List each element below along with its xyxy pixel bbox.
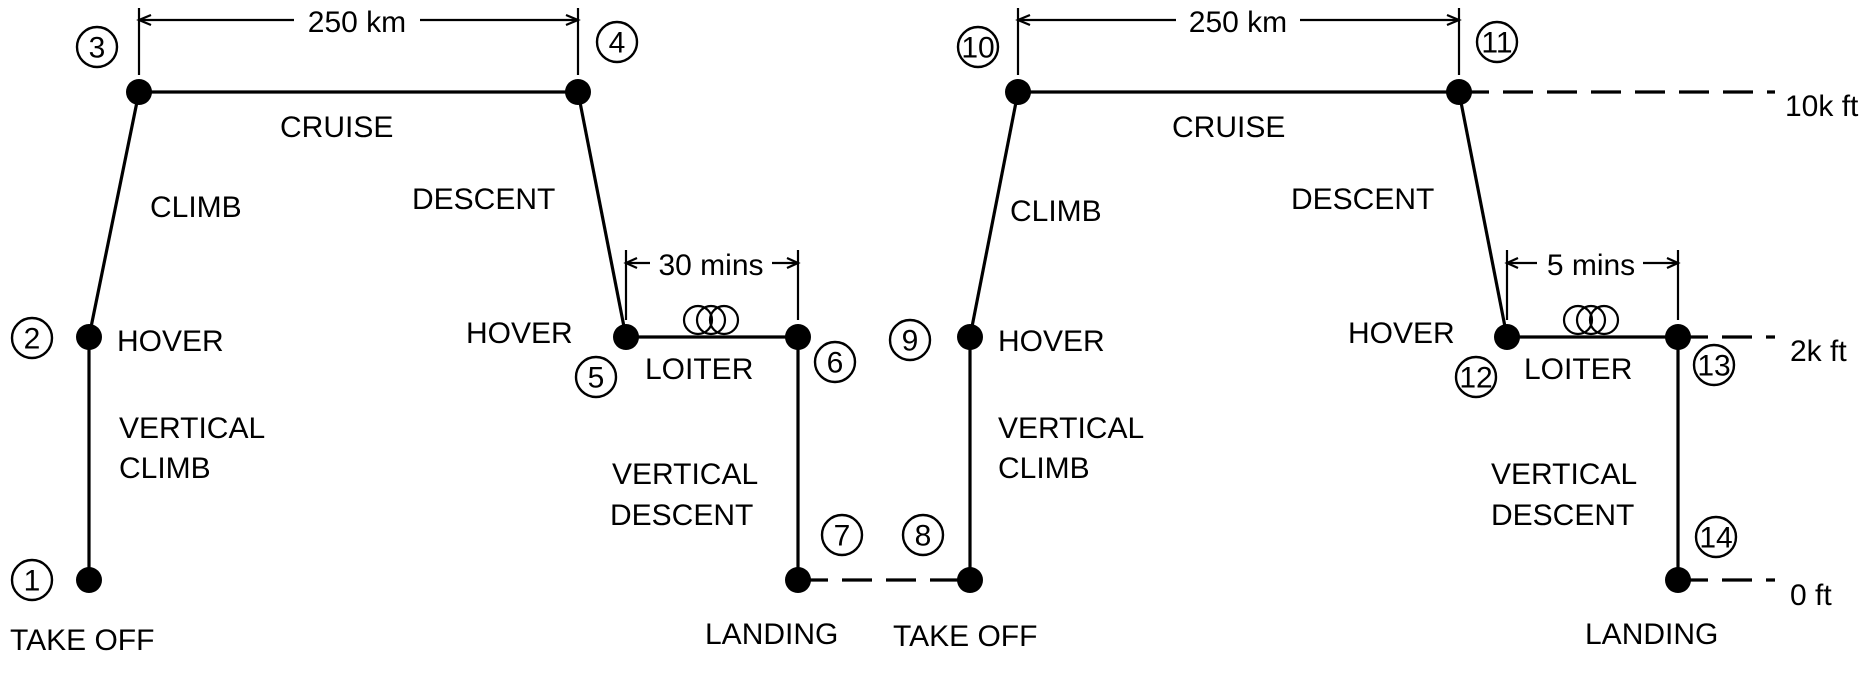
altitude-label-0: 0 ft [1790,579,1832,612]
waypoint-dot-10 [1005,79,1031,105]
waypoint-dot-13 [1665,324,1691,350]
svg-text:14: 14 [1699,522,1732,555]
descent-label-1: DESCENT [412,183,555,216]
waypoint-dot-4 [565,79,591,105]
waypoint-dot-2 [76,324,102,350]
loiter-2-time-label: 5 mins [1547,249,1635,282]
point-number-2: 2 [10,316,54,360]
loiter-label-2: LOITER [1524,353,1632,386]
point-number-3: 3 [75,25,119,69]
svg-text:9: 9 [902,325,919,358]
svg-text:11: 11 [1481,27,1512,60]
waypoint-dot-11 [1446,79,1472,105]
altitude-label-2k: 2k ft [1790,335,1847,368]
vertical-descent-label-1b: DESCENT [610,499,753,532]
point-number-6: 6 [813,340,857,384]
cruise-1-dimension: 250 km [136,6,581,75]
cruise-label-2: CRUISE [1172,111,1285,144]
waypoint-dot-7 [785,567,811,593]
svg-text:13: 13 [1697,350,1730,383]
cruise-label-1: CRUISE [280,111,393,144]
descent-1-line [576,91,628,338]
svg-text:2: 2 [24,323,41,356]
cruise-1-distance-label: 250 km [308,6,406,39]
waypoint-dot-1 [76,567,102,593]
take-off-label-1: TAKE OFF [10,624,154,657]
hover-label-12: HOVER [1348,317,1455,350]
hover-label-9: HOVER [998,325,1105,358]
point-number-1: 1 [10,558,54,602]
take-off-label-2: TAKE OFF [893,620,1037,653]
svg-text:7: 7 [834,520,851,553]
descent-2-line [1457,91,1509,338]
point-number-10: 10 [956,25,1000,69]
point-number-11: 11 [1475,20,1519,64]
svg-text:5: 5 [588,362,605,395]
point-number-5: 5 [574,355,618,399]
loiter-1-dimension: 30 mins [623,249,801,320]
vertical-descent-label-2b: DESCENT [1491,499,1634,532]
svg-text:1: 1 [24,565,41,598]
vertical-climb-label-2b: CLIMB [998,452,1090,485]
vertical-descent-label-1a: VERTICAL [612,458,758,491]
vertical-climb-label-1b: CLIMB [119,452,211,485]
point-number-12: 12 [1454,355,1498,399]
waypoint-dot-14 [1665,567,1691,593]
altitude-label-10k: 10k ft [1785,90,1859,123]
hover-label-2: HOVER [117,325,224,358]
waypoint-dots [76,79,1691,593]
point-number-14: 14 [1694,515,1738,559]
climb-1-line [87,91,141,338]
svg-text:12: 12 [1459,362,1492,395]
waypoint-dot-6 [785,324,811,350]
mission-2-path [968,90,1680,580]
climb-label-2: CLIMB [1010,195,1102,228]
hover-label-5: HOVER [466,317,573,350]
point-number-7: 7 [820,513,864,557]
loiter-2-dimension: 5 mins [1504,249,1681,320]
climb-2-line [968,91,1020,338]
waypoint-dot-12 [1494,324,1520,350]
vertical-descent-label-2a: VERTICAL [1491,458,1637,491]
loiter-orbit-icon [1562,304,1620,336]
svg-text:8: 8 [915,520,932,553]
vertical-climb-label-2a: VERTICAL [998,412,1144,445]
svg-text:4: 4 [609,27,626,60]
loiter-orbit-icon [682,304,740,336]
loiter-1-time-label: 30 mins [658,249,763,282]
point-number-4: 4 [595,20,639,64]
waypoint-dot-3 [126,79,152,105]
waypoint-dot-9 [957,324,983,350]
climb-label-1: CLIMB [150,191,242,224]
descent-label-2: DESCENT [1291,183,1434,216]
point-number-9: 9 [888,318,932,362]
loiter-label-1: LOITER [645,353,753,386]
cruise-2-dimension: 250 km [1015,6,1462,75]
svg-text:6: 6 [827,347,844,380]
point-number-13: 13 [1692,343,1736,387]
svg-text:3: 3 [89,32,106,65]
svg-text:10: 10 [961,32,994,65]
waypoint-dot-8 [957,567,983,593]
waypoint-dot-5 [613,324,639,350]
landing-label-1: LANDING [705,618,838,651]
cruise-2-distance-label: 250 km [1189,6,1287,39]
mission-1-path [87,90,800,580]
vertical-climb-label-1a: VERTICAL [119,412,265,445]
point-number-8: 8 [901,513,945,557]
landing-label-2: LANDING [1585,618,1718,651]
